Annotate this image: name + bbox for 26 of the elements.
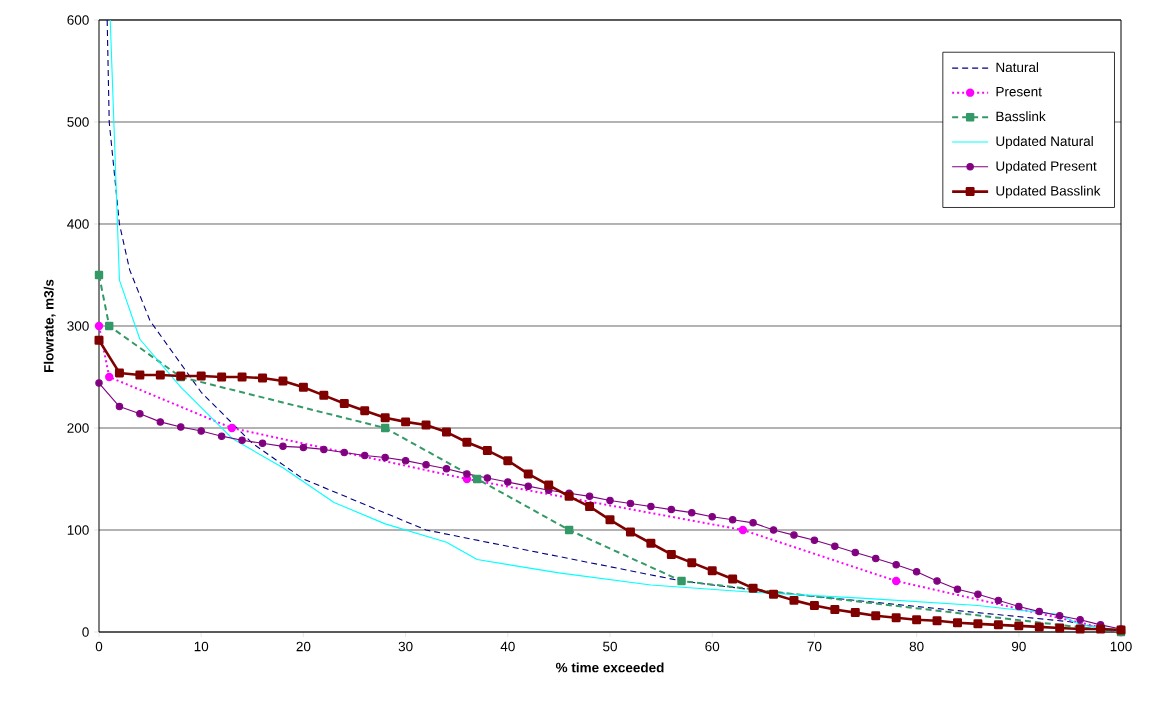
y-tick-label: 600 <box>67 15 89 25</box>
x-tick-label: 80 <box>909 641 924 652</box>
legend-label: Natural <box>996 62 1039 73</box>
x-tick-label: 70 <box>807 641 822 652</box>
x-tick-label: 40 <box>500 641 515 652</box>
legend-label: Updated Natural <box>996 136 1093 149</box>
y-tick-label: 400 <box>67 219 89 229</box>
legend-label: Updated Present <box>996 160 1097 174</box>
y-tick-label: 500 <box>67 117 89 127</box>
y-tick-label: 100 <box>67 525 89 535</box>
x-tick-label: 10 <box>194 641 209 652</box>
x-tick-label: 50 <box>603 641 617 652</box>
legend-label: Present <box>996 87 1042 97</box>
legend-label: Updated Basslink <box>996 185 1101 199</box>
x-tick-label: 90 <box>1011 641 1026 652</box>
legend-label: Basslink <box>996 111 1046 122</box>
y-tick-label: 0 <box>82 627 89 637</box>
x-tick-label: 100 <box>1110 641 1132 652</box>
y-tick-label: 200 <box>67 423 89 433</box>
y-axis-title: Flowrate, m3/s <box>43 279 56 372</box>
x-tick-label: 30 <box>398 641 413 652</box>
x-tick-label: 60 <box>705 641 720 652</box>
y-tick-label: 300 <box>67 321 89 331</box>
x-axis-title: % time exceeded <box>555 662 664 673</box>
x-tick-label: 20 <box>296 641 311 652</box>
x-tick-label: 0 <box>95 641 103 652</box>
